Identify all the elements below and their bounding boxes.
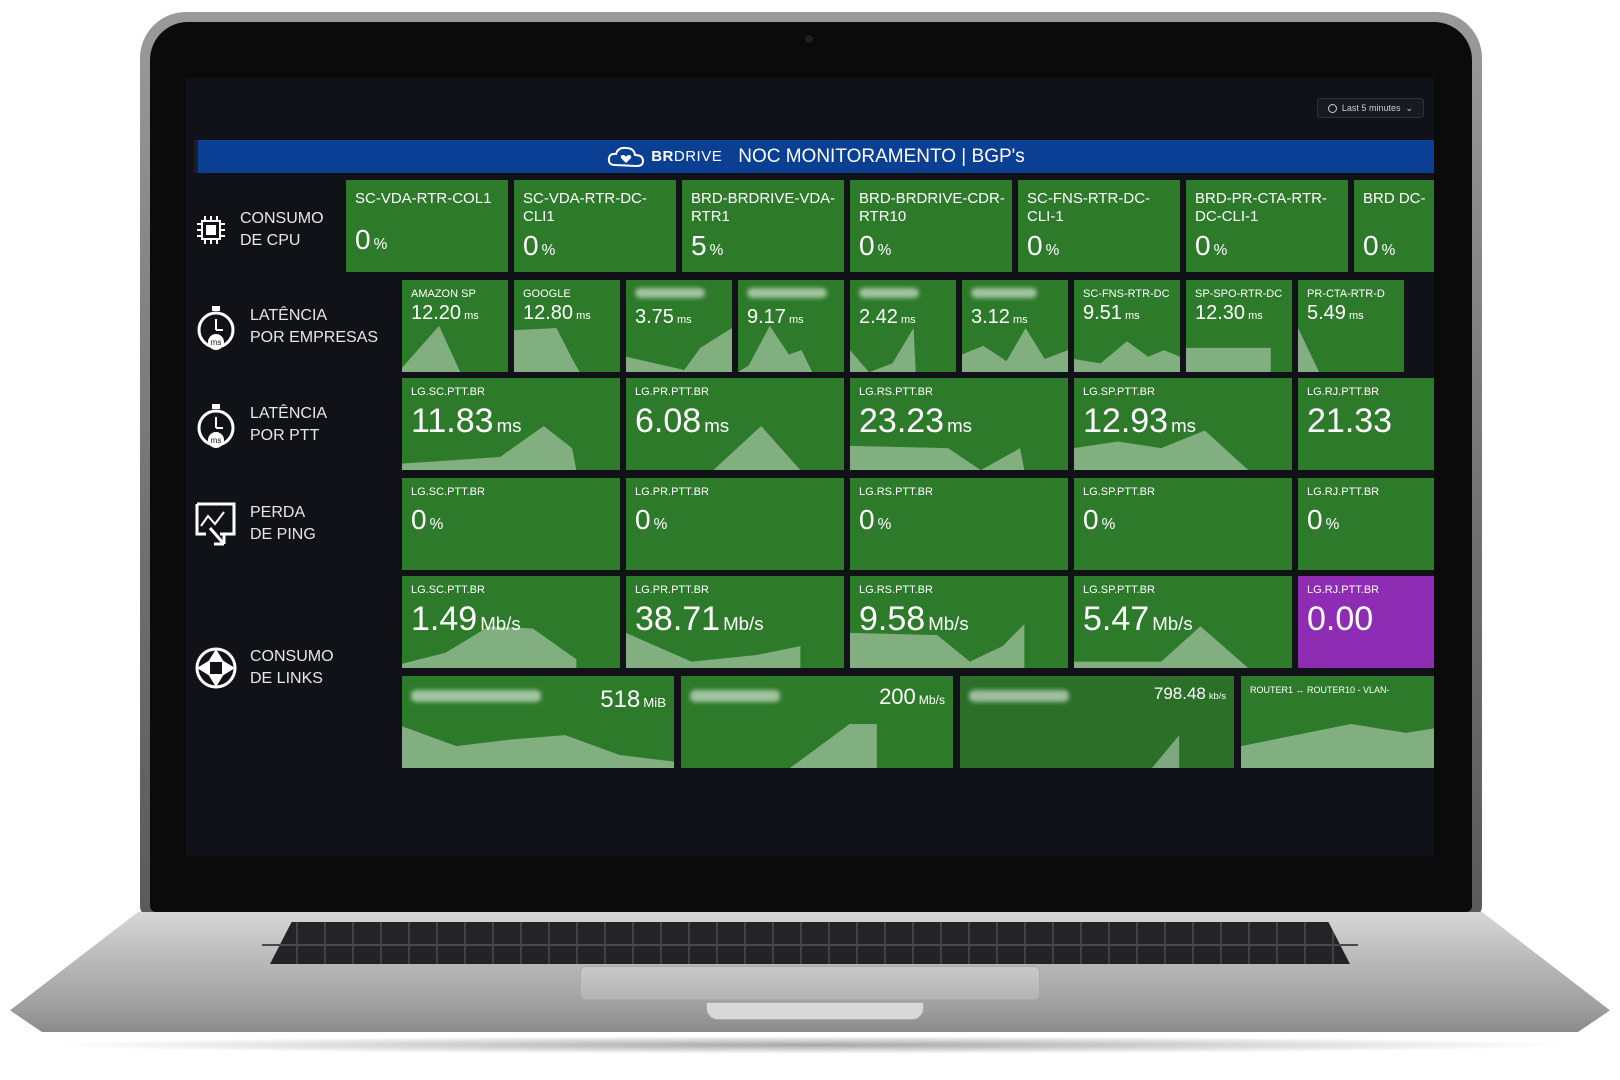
trackpad	[580, 966, 1040, 1000]
page-title: NOC MONITORAMENTO | BGP's	[738, 145, 1025, 167]
stopwatch-icon: ms	[197, 404, 235, 448]
row-label-consumo-links: CONSUMO DE LINKS	[194, 646, 334, 690]
redacted-name	[747, 288, 827, 298]
sparkline	[1241, 723, 1434, 768]
sparkline	[1298, 327, 1320, 372]
sparkline	[850, 327, 916, 372]
stopwatch-icon: ms	[197, 306, 235, 350]
redacted-name	[411, 690, 541, 702]
sparkline	[962, 327, 1068, 372]
dashboard-screen: Last 5 minutes ⌄ BRDRIVE NOC MONITORAMEN…	[186, 78, 1434, 856]
latency-ptt-panel[interactable]: LG.SP.PTT.BR 12.93 ms	[1074, 378, 1292, 470]
sparkline	[1074, 341, 1180, 372]
cpu-panel[interactable]: BRD-BRDRIVE-CDR-RTR10 0%	[850, 180, 1012, 272]
sparkline	[402, 325, 461, 372]
latency-company-panel[interactable]: 3.75 ms	[626, 280, 732, 372]
latency-company-panel[interactable]: 2.42 ms	[850, 280, 956, 372]
latency-company-panel[interactable]: 9.17 ms	[738, 280, 844, 372]
latency-company-panel[interactable]: SP-SPO-RTR-DC 12.30 ms	[1186, 280, 1292, 372]
brand-name: BRDRIVE	[651, 148, 723, 165]
sparkline	[626, 327, 732, 372]
cpu-panel[interactable]: SC-FNS-RTR-DC-CLI-1 0%	[1018, 180, 1180, 272]
cloud-heart-logo-icon	[608, 146, 645, 167]
time-range-label: Last 5 minutes	[1341, 103, 1401, 113]
ping-loss-panel[interactable]: LG.SP.PTT.BR 0%	[1074, 478, 1292, 570]
sparkline	[1074, 626, 1249, 668]
cpu-panel[interactable]: BRD DC- 0%	[1354, 180, 1434, 272]
latency-company-panel[interactable]: 3.12 ms	[962, 280, 1068, 372]
row-label-latencia-ptt: ms LATÊNCIA POR PTT	[194, 402, 327, 448]
chart-loss-icon	[195, 502, 236, 546]
ping-loss-panel[interactable]: LG.RS.PTT.BR 0%	[850, 478, 1068, 570]
cpu-icon	[197, 216, 225, 244]
latency-company-panel[interactable]: SC-FNS-RTR-DC 9.51 ms	[1074, 280, 1180, 372]
link-usage-panel[interactable]: LG.RJ.PTT.BR 0.00	[1298, 576, 1434, 668]
redacted-name	[971, 288, 1037, 298]
latency-ptt-panel[interactable]: LG.RS.PTT.BR 23.23 ms	[850, 378, 1068, 470]
latency-ptt-panel[interactable]: LG.SC.PTT.BR 11.83 ms	[402, 378, 620, 470]
redacted-name	[690, 690, 780, 702]
laptop-shadow	[40, 1036, 1580, 1054]
keyboard-row-divider	[262, 944, 1358, 946]
brand-logo: BRDRIVE	[607, 145, 722, 169]
link-usage-panel[interactable]: LG.PR.PTT.BR 38.71 Mb/s	[626, 576, 844, 668]
row-label-perda-ping: PERDA DE PING	[194, 500, 316, 548]
sparkline	[713, 425, 801, 470]
lid-notch	[706, 1002, 924, 1020]
sparkline	[738, 325, 813, 372]
ping-loss-panel[interactable]: LG.RJ.PTT.BR 0%	[1298, 478, 1434, 570]
redacted-name	[969, 690, 1069, 702]
sparkline	[514, 327, 580, 372]
link-usage-panel[interactable]: 518 MiB	[402, 676, 674, 768]
redacted-name	[859, 288, 919, 298]
sparkline	[402, 726, 674, 768]
sparkline	[626, 632, 801, 668]
cpu-panel[interactable]: BRD-PR-CTA-RTR-DC-CLI-1 0%	[1186, 180, 1348, 272]
keyboard	[270, 922, 1350, 964]
latency-company-panel[interactable]: GOOGLE 12.80 ms	[514, 280, 620, 372]
redacted-name	[635, 288, 705, 298]
camera-icon	[805, 35, 813, 43]
svg-text:ms: ms	[211, 338, 222, 347]
link-usage-panel[interactable]: 798.48 kb/s	[960, 676, 1234, 768]
chevron-down-icon: ⌄	[1405, 102, 1413, 113]
sparkline	[850, 445, 1025, 470]
aperture-icon	[195, 647, 237, 689]
dashboard-title-bar: BRDRIVE NOC MONITORAMENTO | BGP's	[194, 140, 1434, 173]
link-usage-panel[interactable]: ROUTER1 ↔ ROUTER10 - VLAN-	[1241, 676, 1434, 768]
latency-ptt-panel[interactable]: LG.PR.PTT.BR 6.08 ms	[626, 378, 844, 470]
clock-icon	[1327, 103, 1337, 113]
sparkline	[1151, 734, 1180, 768]
sparkline	[1074, 430, 1249, 470]
link-usage-panel[interactable]: LG.SP.PTT.BR 5.47 Mb/s	[1074, 576, 1292, 668]
sparkline	[402, 425, 577, 470]
link-usage-panel[interactable]: LG.SC.PTT.BR 1.49 Mb/s	[402, 576, 620, 668]
row-label-latencia-empresas: ms LATÊNCIA POR EMPRESAS	[194, 304, 378, 350]
svg-text:ms: ms	[211, 436, 222, 445]
ping-loss-panel[interactable]: LG.SC.PTT.BR 0%	[402, 478, 620, 570]
row-label-cpu: CONSUMO DE CPU	[194, 208, 324, 252]
sparkline	[1186, 347, 1271, 372]
cpu-panel[interactable]: BRD-BRDRIVE-VDA-RTR1 5%	[682, 180, 844, 272]
cpu-panel[interactable]: SC-VDA-RTR-DC-CLI1 0%	[514, 180, 676, 272]
latency-company-panel[interactable]: PR-CTA-RTR-D 5.49 ms	[1298, 280, 1404, 372]
ping-loss-panel[interactable]: LG.PR.PTT.BR 0%	[626, 478, 844, 570]
link-usage-panel[interactable]: 200 Mb/s	[681, 676, 953, 768]
time-range-picker[interactable]: Last 5 minutes ⌄	[1316, 98, 1424, 118]
sparkline	[850, 623, 1025, 668]
sparkline	[789, 723, 877, 768]
latency-company-panel[interactable]: AMAZON SP 12.20 ms	[402, 280, 508, 372]
link-usage-panel[interactable]: LG.RS.PTT.BR 9.58 Mb/s	[850, 576, 1068, 668]
cpu-panel[interactable]: SC-VDA-RTR-COL1 0%	[346, 180, 508, 272]
latency-ptt-panel[interactable]: LG.RJ.PTT.BR 21.33	[1298, 378, 1434, 470]
sparkline	[402, 626, 577, 668]
